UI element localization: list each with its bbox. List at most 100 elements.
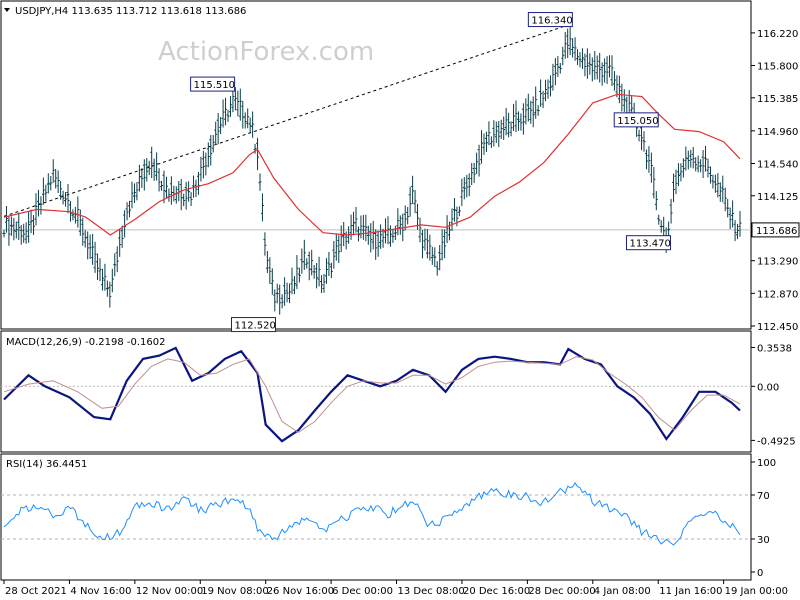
ohlc-bar	[270, 268, 274, 295]
ohlc-bar	[654, 191, 658, 211]
ohlc-bar	[612, 71, 616, 91]
ohlc-bar	[391, 229, 395, 243]
ohlc-bar	[14, 221, 18, 239]
ohlc-bar	[22, 223, 26, 243]
ohlc-bar	[369, 223, 373, 253]
ohlc-bar	[219, 116, 223, 135]
y-tick-label: 114.960	[757, 127, 798, 138]
ohlc-bar	[324, 257, 328, 284]
ohlc-bar	[398, 215, 402, 235]
ohlc-bar	[448, 221, 452, 241]
ohlc-bar	[726, 198, 730, 218]
ohlc-bar	[283, 277, 287, 306]
ohlc-bar	[615, 75, 619, 98]
ohlc-bar	[704, 145, 708, 172]
ohlc-bar	[435, 261, 439, 276]
ohlc-bar	[620, 83, 624, 112]
ohlc-bar	[536, 105, 540, 116]
ohlc-bar	[364, 214, 368, 242]
trendline	[3, 23, 573, 217]
ohlc-bar	[152, 158, 156, 181]
ohlc-bar	[147, 160, 151, 176]
ohlc-bar	[585, 48, 589, 79]
watermark: ActionForex.com	[158, 37, 374, 67]
ohlc-bar	[19, 224, 23, 245]
ohlc-bar	[470, 163, 474, 185]
ohlc-bar	[120, 225, 124, 248]
ohlc-bar	[187, 181, 191, 202]
ohlc-bar	[359, 215, 363, 239]
ohlc-bar	[494, 121, 498, 143]
ohlc-bar	[480, 130, 484, 164]
ohlc-bar	[718, 182, 722, 202]
ohlc-bar	[573, 37, 577, 61]
ohlc-bar	[716, 173, 720, 198]
ohlc-bar	[214, 121, 218, 145]
ohlc-bar	[617, 75, 621, 104]
ohlc-bar	[598, 52, 602, 83]
ohlc-bar	[88, 234, 92, 260]
ohlc-bar	[135, 182, 139, 201]
y-tick-label: 112.870	[757, 289, 798, 300]
ohlc-bar	[49, 175, 53, 191]
macd-panel	[0, 330, 752, 453]
ohlc-bar	[637, 129, 641, 142]
ohlc-bar	[433, 247, 437, 267]
ohlc-bar	[98, 258, 102, 282]
ohlc-bar	[41, 177, 45, 205]
ohlc-bar	[590, 57, 594, 82]
y-tick-label: 70	[757, 491, 770, 502]
ohlc-bar	[2, 229, 6, 238]
ohlc-bar	[130, 181, 134, 209]
ohlc-bar	[317, 256, 321, 287]
ohlc-bar	[403, 205, 407, 231]
ohlc-bar	[206, 142, 210, 168]
ohlc-bar	[189, 192, 193, 207]
y-tick-label: 113.290	[757, 257, 798, 268]
ohlc-bar	[507, 112, 511, 138]
ohlc-bar	[209, 135, 213, 166]
price-annotation: 112.520	[231, 317, 277, 333]
ohlc-bar	[477, 144, 481, 177]
ohlc-bar	[226, 109, 230, 122]
ohlc-bar	[246, 108, 250, 129]
x-tick-label: 20 Dec 16:00	[463, 586, 530, 597]
ohlc-bar	[731, 200, 735, 228]
ohlc-bar	[694, 157, 698, 172]
chart-menu-triangle-icon[interactable]	[4, 8, 10, 12]
ohlc-bar	[243, 112, 247, 129]
ohlc-bar	[548, 75, 552, 97]
ohlc-bar	[376, 230, 380, 257]
ohlc-bar	[708, 166, 712, 184]
ohlc-bar	[216, 113, 220, 145]
ohlc-bar	[669, 198, 673, 224]
ohlc-bar	[657, 214, 661, 225]
ohlc-bar	[576, 49, 580, 66]
ohlc-bar	[297, 267, 301, 283]
ohlc-bar	[76, 196, 80, 228]
ohlc-bar	[504, 107, 508, 136]
ohlc-bar	[465, 174, 469, 198]
ohlc-bar	[539, 79, 543, 107]
y-tick-label: 0	[757, 568, 763, 579]
ohlc-bar	[406, 207, 410, 225]
ohlc-bar	[516, 111, 520, 131]
ohlc-bar	[224, 97, 228, 126]
ohlc-bar	[145, 158, 149, 182]
price-annotation: 113.470	[625, 235, 671, 251]
ohlc-bar	[236, 90, 240, 117]
ohlc-bar	[256, 137, 260, 171]
rsi-title: RSI(14) 36.4451	[6, 459, 87, 470]
ohlc-bar	[733, 220, 737, 242]
ohlc-bar	[93, 241, 97, 273]
macd-chart: 0.3538 0.00 -0.4925	[1, 343, 796, 447]
current-price-label: 113.686	[756, 226, 797, 237]
ohlc-bar	[238, 88, 242, 121]
ohlc-bar	[457, 206, 461, 217]
ohlc-bar	[91, 233, 95, 265]
ohlc-bar	[201, 150, 205, 179]
ohlc-bar	[608, 55, 612, 78]
y-tick-label: 30	[757, 535, 770, 546]
